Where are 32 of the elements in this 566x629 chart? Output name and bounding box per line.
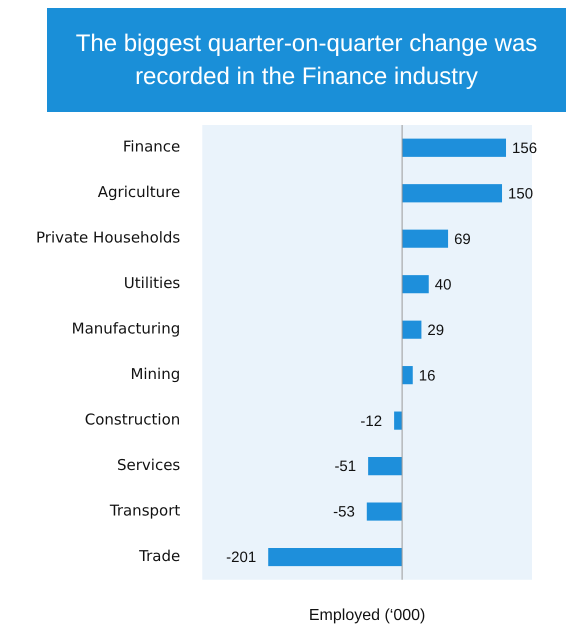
bar [402,230,448,248]
data-label: 16 [418,367,436,384]
bar [402,275,429,294]
chart-title: The biggest quarter-on-quarter change was recorded in the Finance industry [47,8,566,112]
y-tick-label: Services [116,456,180,474]
data-label: -201 [226,549,256,566]
bar [402,138,506,157]
x-axis-title: Employed (‘000) [308,606,426,624]
y-tick-label: Transport [108,501,180,520]
data-label: 69 [454,230,471,248]
y-tick-label: Utilities [124,274,180,292]
bar [402,320,422,339]
y-tick-label: Finance [122,138,180,156]
data-label: 40 [434,276,452,294]
bar [366,502,402,521]
y-tick-label: Mining [130,365,180,384]
bar [268,548,402,566]
data-label: -53 [333,504,355,521]
bar [368,457,402,476]
bar [402,184,502,202]
y-tick-label: Agriculture [98,183,180,202]
data-label: 29 [427,322,444,339]
data-label: -12 [360,412,382,430]
bar [394,412,402,430]
data-label: 150 [508,185,534,202]
y-tick-label: Manufacturing [72,320,180,338]
y-tick-label: Construction [84,410,180,429]
data-label: 156 [512,140,538,157]
y-tick-label: Trade [138,546,180,565]
data-label: -51 [334,458,356,476]
bar [402,366,413,384]
y-tick-label: Private Households [36,228,180,247]
